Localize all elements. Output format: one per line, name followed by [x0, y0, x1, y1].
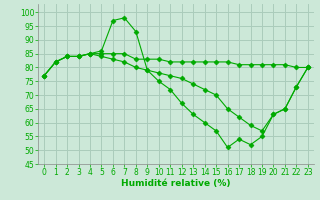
X-axis label: Humidité relative (%): Humidité relative (%) — [121, 179, 231, 188]
